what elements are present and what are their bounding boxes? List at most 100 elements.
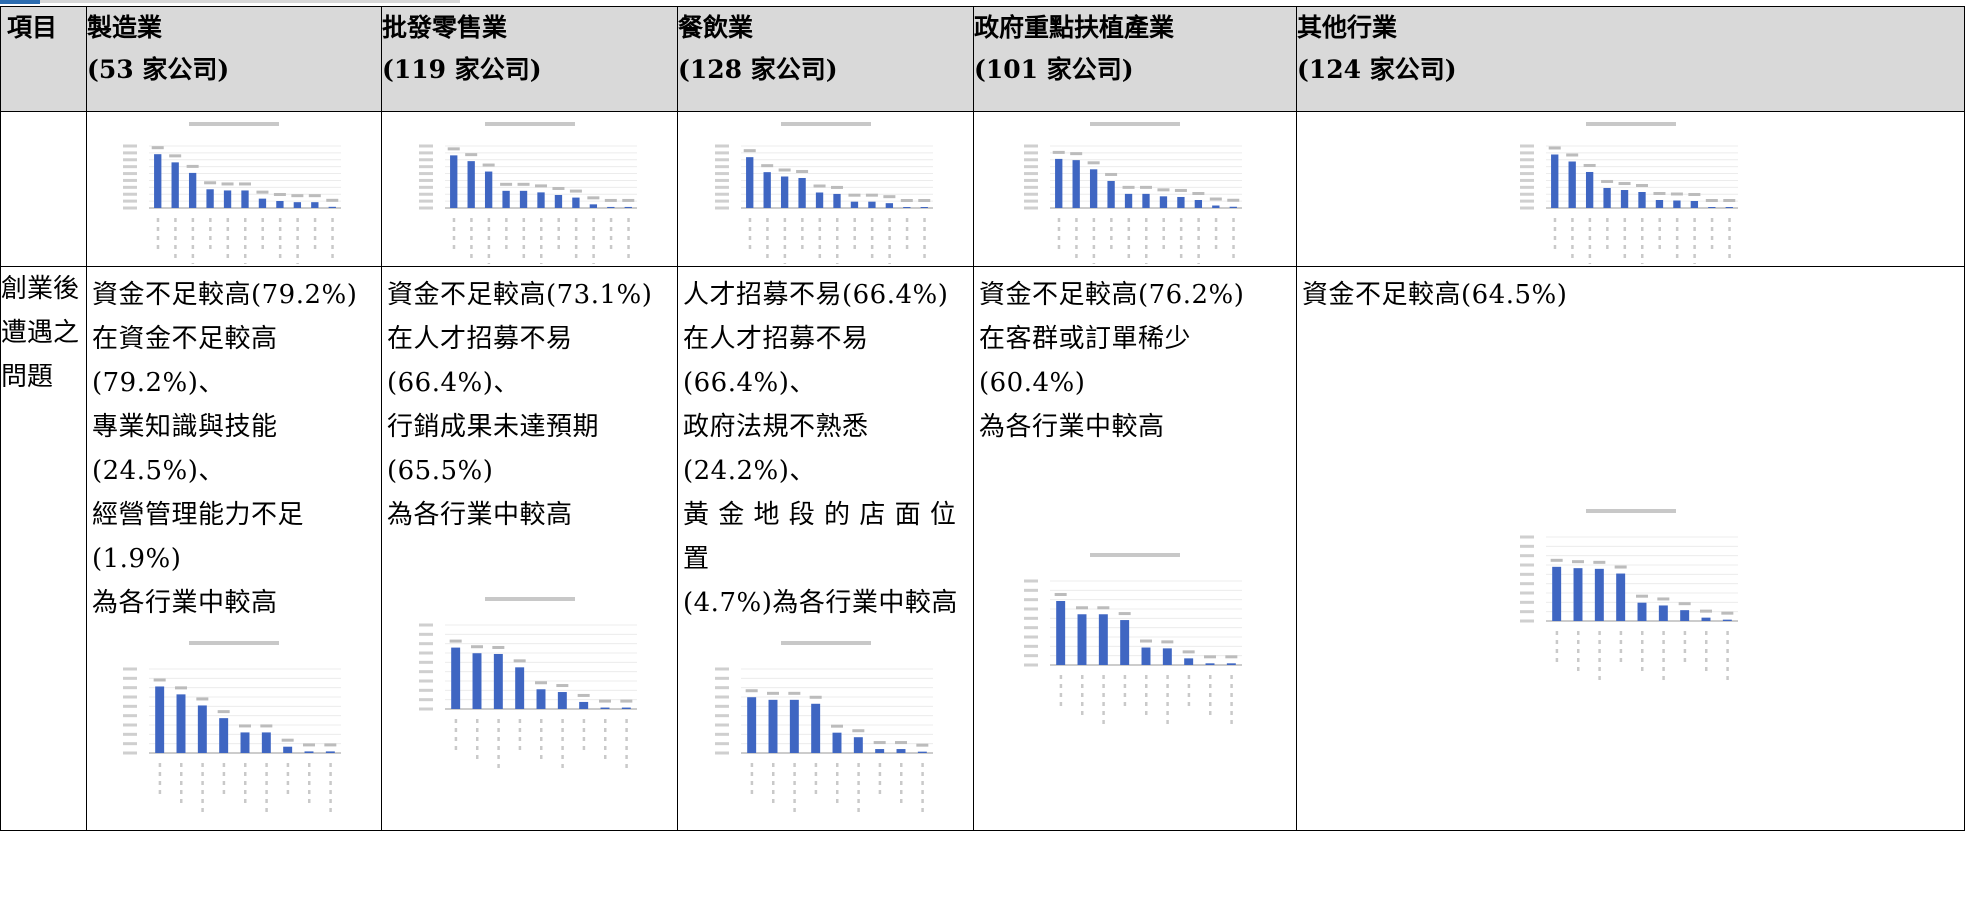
bar — [1701, 617, 1710, 621]
category-label-glyph — [1704, 631, 1707, 635]
bar — [154, 154, 162, 208]
data-label — [517, 182, 530, 186]
category-label-glyph — [475, 737, 478, 741]
data-label — [1140, 639, 1152, 643]
category-label-glyph — [469, 236, 473, 240]
tick-label — [418, 698, 433, 702]
bar — [1615, 573, 1625, 621]
category-label-glyph — [1127, 227, 1131, 231]
data-label — [809, 695, 822, 699]
category-label-glyph — [1057, 218, 1061, 222]
category-label-glyph — [750, 772, 753, 776]
category-label-glyph — [887, 263, 891, 264]
category-label-glyph — [1230, 675, 1233, 679]
category-label-glyph — [487, 263, 490, 264]
category-label-glyph — [1092, 236, 1096, 240]
tick-label — [1024, 178, 1038, 182]
row1-cell-food-service — [677, 111, 974, 267]
bar — [484, 171, 492, 208]
tick-label — [418, 670, 433, 674]
row1-cell-other — [1296, 111, 1965, 267]
tick-label — [1024, 144, 1038, 148]
data-label — [894, 741, 907, 745]
tick-label — [714, 676, 729, 680]
bar — [1637, 602, 1646, 621]
tick-label — [418, 199, 433, 203]
finding-line: 在客群或訂單稀少(60.4%) — [979, 324, 1192, 398]
bar — [188, 172, 197, 208]
data-label — [308, 194, 321, 198]
category-label-glyph — [331, 227, 334, 231]
category-label-glyph — [771, 799, 774, 803]
category-label-glyph — [296, 236, 299, 240]
category-label-glyph — [452, 236, 455, 240]
bar — [606, 206, 614, 208]
mini-chart-gov-priority-2 — [1024, 553, 1242, 724]
category-label-glyph — [1179, 227, 1183, 231]
category-label-glyph — [748, 218, 751, 222]
category-label-glyph — [1145, 254, 1148, 258]
bar — [624, 206, 632, 208]
category-label-glyph — [1692, 236, 1696, 240]
finding-line: 為各行業中較高 — [979, 412, 1165, 442]
header-col-wholesale-retail: 批發零售業 (119 家公司) — [381, 6, 678, 112]
data-label — [239, 724, 251, 728]
category-label-glyph — [870, 218, 873, 222]
category-label-glyph — [603, 719, 606, 723]
category-label-glyph — [1187, 693, 1191, 697]
mini-chart-other-1 — [1519, 122, 1738, 264]
tick-label — [714, 667, 729, 671]
category-label-glyph — [800, 245, 804, 249]
category-label-glyph — [920, 781, 924, 785]
header-col-count: (53 家公司) — [87, 55, 230, 84]
tick-label — [1519, 554, 1534, 558]
data-label — [1209, 197, 1222, 201]
category-label-glyph — [1619, 631, 1622, 635]
category-label-glyph — [1661, 640, 1665, 644]
category-label-glyph — [201, 808, 204, 812]
category-label-glyph — [244, 772, 247, 776]
data-label — [1705, 199, 1718, 203]
data-label — [917, 199, 930, 203]
category-label-glyph — [331, 254, 334, 258]
data-label — [513, 659, 526, 663]
category-label-glyph — [1619, 649, 1622, 653]
category-label-glyph — [156, 245, 160, 249]
category-label-glyph — [1640, 631, 1643, 635]
category-label-glyph — [1640, 227, 1643, 231]
category-label-glyph — [1640, 658, 1643, 662]
category-label-glyph — [852, 218, 856, 222]
category-label-glyph — [1075, 254, 1078, 258]
category-label-glyph — [201, 772, 204, 776]
data-label — [1122, 185, 1135, 189]
finding-text-other: 資金不足較高(64.5%) — [1298, 268, 1964, 494]
data-label — [1656, 597, 1669, 601]
category-label-glyph — [487, 254, 490, 258]
data-label — [847, 193, 860, 197]
category-label-glyph — [1640, 245, 1643, 249]
data-label — [482, 163, 495, 167]
category-label-glyph — [920, 790, 924, 794]
category-label-glyph — [814, 772, 817, 776]
tick-label — [1519, 185, 1534, 189]
category-label-glyph — [1597, 667, 1601, 671]
category-label-glyph — [1092, 218, 1096, 222]
category-label-glyph — [286, 772, 290, 776]
category-label-glyph — [1588, 236, 1591, 240]
tick-label — [123, 158, 137, 162]
data-label — [760, 164, 773, 168]
tick-label — [1519, 165, 1534, 169]
tick-label — [123, 172, 137, 176]
chart-title-smudge — [484, 122, 575, 126]
tick-label — [123, 704, 137, 708]
data-label — [534, 184, 547, 188]
category-label-glyph — [1123, 702, 1127, 706]
category-label-glyph — [887, 245, 891, 249]
category-label-glyph — [1576, 649, 1579, 653]
bar — [223, 190, 232, 208]
header-col-gov-priority: 政府重點扶植產業 (101 家公司) — [973, 6, 1297, 112]
tick-label — [1024, 151, 1038, 155]
data-label — [153, 678, 166, 682]
category-label-glyph — [792, 790, 796, 794]
finding-text-food-service: 人才招募不易(66.4%) 在人才招募不易(66.4%)、 政府法規不熟悉(24… — [679, 268, 973, 626]
